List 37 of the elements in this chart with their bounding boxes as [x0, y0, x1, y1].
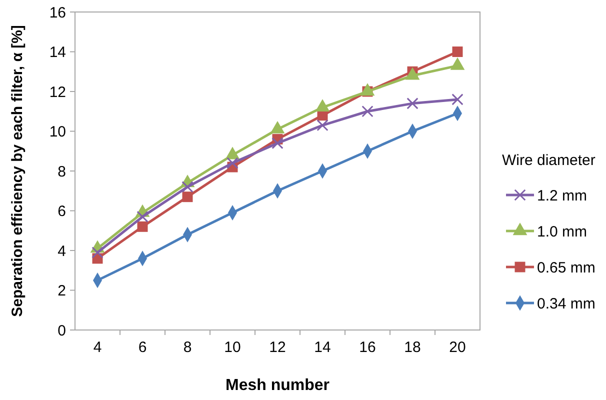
point	[182, 181, 194, 193]
legend-label: 0.65 mm	[537, 259, 596, 276]
y-tick-label: 2	[58, 282, 66, 300]
legend-title: Wire diameter	[502, 152, 596, 169]
x-tick-label: 10	[224, 339, 241, 356]
legend-label: 0.34 mm	[537, 295, 596, 312]
point	[452, 46, 463, 57]
point	[406, 98, 418, 110]
x-tick-label: 18	[404, 339, 421, 356]
point	[182, 192, 193, 202]
x-tick-label: 6	[138, 339, 147, 356]
point	[92, 246, 104, 258]
y-tick-label: 0	[58, 322, 66, 340]
legend-label: 1.0 mm	[537, 223, 588, 240]
x-tick-label: 4	[93, 339, 102, 356]
x-tick-label: 8	[183, 339, 192, 356]
point	[136, 210, 148, 223]
point	[137, 221, 148, 232]
x-tick-label: 14	[314, 339, 331, 356]
point	[362, 106, 374, 118]
point	[226, 157, 238, 169]
y-tick-label: 4	[58, 242, 66, 260]
legend-label: 1.2 mm	[537, 187, 588, 204]
x-tick-label: 20	[449, 339, 466, 356]
y-tick-label: 14	[49, 44, 66, 61]
y-tick-label: 16	[49, 4, 66, 22]
y-tick-label: 12	[49, 84, 66, 101]
point	[272, 137, 284, 150]
x-tick-label: 16	[359, 339, 376, 356]
y-tick-label: 6	[58, 203, 66, 220]
point	[316, 119, 328, 132]
x-tick-label: 12	[269, 339, 286, 356]
y-axis-title: Separation efficiency by each filter, α [%]	[9, 25, 26, 317]
x-axis-title: Mesh number	[225, 377, 330, 394]
point	[452, 94, 464, 106]
y-tick-label: 8	[58, 163, 66, 180]
y-tick-label: 10	[49, 124, 66, 140]
